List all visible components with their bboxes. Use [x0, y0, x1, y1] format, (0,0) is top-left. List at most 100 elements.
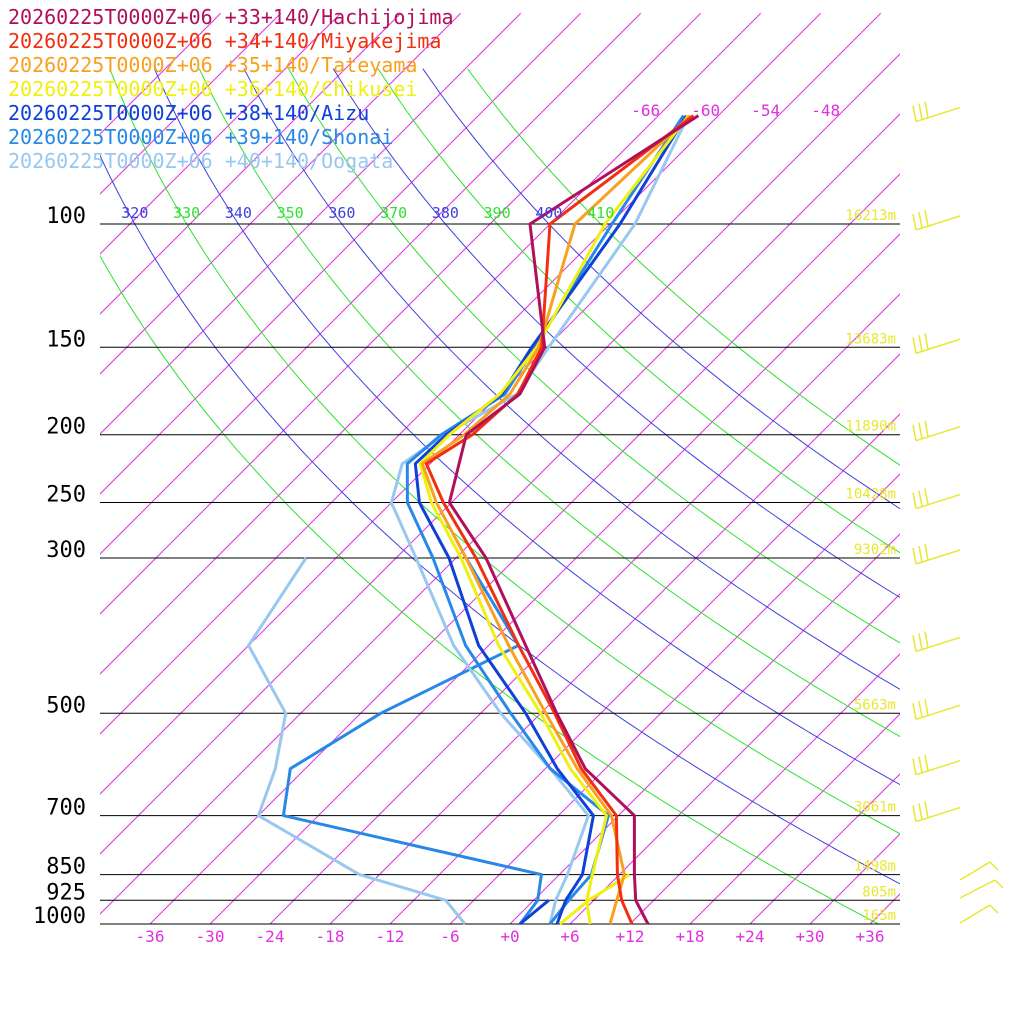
theta-label: 360 — [328, 204, 355, 222]
theta-label: 350 — [277, 204, 304, 222]
theta-label: 320 — [121, 204, 148, 222]
isotherm-line — [629, 653, 900, 924]
theta-label: 370 — [380, 204, 407, 222]
wind-barb — [912, 699, 961, 720]
wind-barb-flag — [918, 335, 923, 352]
height-label: 165m — [862, 908, 896, 924]
pressure-tick-label: 100 — [46, 204, 86, 229]
dry-adiabat-line — [422, 68, 900, 510]
dry-adiabat-line — [243, 68, 900, 690]
wind-barb — [959, 861, 999, 881]
temperature-line — [424, 114, 695, 925]
wind-barb-flag — [912, 105, 917, 122]
wind-barb-flag — [918, 545, 923, 563]
legend-entry: 20260225T0000Z+06 +38+140/Aizu — [8, 101, 370, 125]
wind-barb-flag — [924, 543, 929, 561]
wind-barb-flag — [989, 861, 999, 871]
wind-barb — [912, 333, 961, 354]
wind-barb — [912, 488, 961, 510]
isotherm-line — [100, 12, 522, 435]
isotherm-line — [100, 12, 402, 315]
height-label: 10428m — [845, 487, 896, 503]
legend-entry: 20260225T0000Z+06 +33+140/Hachijojima — [8, 5, 454, 29]
temperature-tick-label: +6 — [560, 927, 579, 946]
wind-barb-staff — [959, 861, 991, 881]
wind-barb — [912, 801, 961, 823]
height-label: 16213m — [845, 208, 896, 224]
wind-barb-flag — [918, 756, 923, 773]
wind-barb-flag — [994, 879, 1004, 889]
wind-barb-flag — [918, 490, 923, 507]
theta-label: 400 — [535, 204, 562, 222]
temperature-tick-label: +0 — [500, 927, 519, 946]
temperature-tick-label: -12 — [376, 927, 405, 946]
pressure-tick-label: 925 — [46, 880, 86, 905]
temperature-line — [418, 114, 690, 925]
wind-barb — [912, 754, 961, 776]
pressure-tick-label: 1000 — [33, 904, 86, 929]
isotherm-line — [100, 113, 900, 915]
temperature-line — [420, 114, 692, 925]
height-label: 5663m — [854, 697, 896, 713]
wind-barb-flag — [918, 422, 923, 439]
height-label: 3061m — [854, 800, 896, 816]
wind-barb-flag — [912, 492, 917, 509]
dry-adiabat-line — [377, 68, 900, 554]
isotherm-line — [389, 413, 900, 924]
wind-barb-staff — [915, 106, 961, 123]
legend-entry: 20260225T0000Z+06 +34+140/Miyakejima — [8, 29, 442, 53]
temperature-tick-label: +24 — [736, 927, 765, 946]
height-label: 11890m — [845, 419, 896, 435]
wind-barb — [912, 420, 961, 442]
dewpoint-line — [247, 557, 467, 925]
wind-barb-staff — [915, 636, 961, 653]
temperature-tick-label: +12 — [616, 927, 645, 946]
legend-entry: 20260225T0000Z+06 +36+140/Chikusei — [8, 77, 418, 101]
isotherm-line — [689, 713, 900, 924]
isotherm-label: -66 — [631, 101, 660, 120]
wind-barb-flag — [912, 758, 917, 775]
isotherm-line — [269, 293, 900, 924]
isotherm-line — [869, 893, 900, 924]
wind-barb — [959, 904, 999, 924]
isotherm-label: -48 — [811, 101, 840, 120]
isotherm-line — [449, 473, 900, 924]
temperature-tick-label: +30 — [796, 927, 825, 946]
temperature-line — [413, 114, 688, 925]
pressure-tick-label: 200 — [46, 415, 86, 440]
wind-barb-flag — [918, 701, 923, 718]
dewpoint-line — [281, 557, 543, 925]
height-label: 9302m — [854, 542, 896, 558]
temperature-line — [405, 114, 685, 925]
wind-barb-staff — [915, 704, 961, 720]
wind-barb-flag — [912, 805, 917, 822]
isotherm-label: -60 — [691, 101, 720, 120]
temperature-line — [447, 114, 700, 925]
wind-barb — [912, 543, 961, 565]
theta-label: 380 — [432, 204, 459, 222]
dry-adiabat-line — [198, 68, 900, 738]
wind-barb-flag — [924, 801, 929, 818]
isotherm-line — [100, 12, 642, 555]
isotherm-line — [100, 12, 762, 675]
isotherm-line — [100, 12, 582, 495]
legend-entry: 20260225T0000Z+06 +39+140/Shonai — [8, 125, 394, 149]
temperature-tick-label: +18 — [676, 927, 705, 946]
legend-entry: 20260225T0000Z+06 +35+140/Tateyama — [8, 53, 418, 77]
isotherm-line — [100, 12, 282, 195]
wind-barb-flag — [918, 103, 923, 120]
temperature-tick-label: +36 — [856, 927, 885, 946]
wind-barb-flag — [918, 803, 923, 820]
wind-barb-flag — [912, 547, 917, 565]
temperature-tick-label: -18 — [316, 927, 345, 946]
isotherm-line — [100, 12, 702, 615]
wind-barb-flag — [912, 424, 917, 441]
wind-barb-flag — [924, 333, 929, 350]
isotherm-label: -54 — [751, 101, 780, 120]
wind-barb-flag — [918, 633, 923, 650]
isotherm-line — [749, 773, 900, 924]
wind-barb-flag — [912, 213, 917, 231]
isotherm-line — [149, 173, 900, 924]
